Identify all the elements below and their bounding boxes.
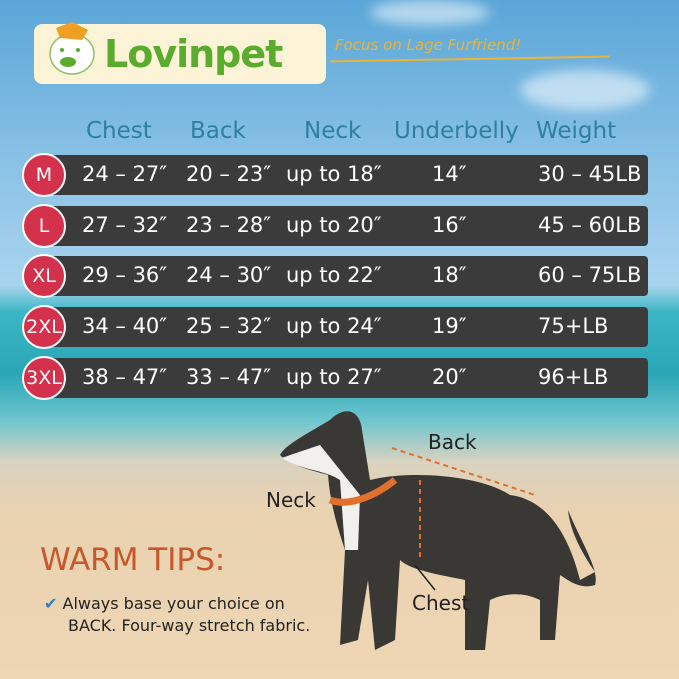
size-row-3xl: 3XL 38 – 47″ 33 – 47″ up to 27″ 20″ 96+LB: [22, 356, 648, 400]
cell-chest: 29 – 36″: [82, 263, 168, 287]
checkmark-icon: ✔: [44, 594, 58, 613]
cell-weight: 30 – 45LB: [538, 162, 642, 186]
size-badge: 2XL: [22, 305, 66, 349]
size-badge: L: [22, 204, 66, 248]
cell-neck: up to 27″: [286, 365, 382, 389]
dog-illustration: [280, 411, 596, 650]
cell-weight: 45 – 60LB: [538, 213, 642, 237]
cell-neck: up to 24″: [286, 314, 382, 338]
header-weight: Weight: [536, 118, 617, 144]
cell-chest: 34 – 40″: [82, 314, 168, 338]
size-badge: M: [22, 153, 66, 197]
cell-weight: 75+LB: [538, 314, 609, 338]
cell-back: 20 – 23″: [186, 162, 272, 186]
cell-underbelly: 14″: [432, 162, 467, 186]
cell-neck: up to 22″: [286, 263, 382, 287]
warm-tips-title: WARM TIPS:: [40, 542, 226, 578]
size-row-2xl: 2XL 34 – 40″ 25 – 32″ up to 24″ 19″ 75+LB: [22, 305, 648, 349]
cell-neck: up to 18″: [286, 162, 382, 186]
cell-chest: 27 – 32″: [82, 213, 168, 237]
cell-back: 25 – 32″: [186, 314, 272, 338]
cell-neck: up to 20″: [286, 213, 382, 237]
cell-back: 23 – 28″: [186, 213, 272, 237]
tip-line-2: BACK. Four-way stretch fabric.: [68, 616, 311, 635]
cell-underbelly: 19″: [432, 314, 467, 338]
header-back: Back: [190, 118, 246, 144]
tagline: Focus on Lage Furfriend!: [335, 36, 522, 54]
cloud: [520, 70, 650, 110]
size-row-m: M 24 – 27″ 20 – 23″ up to 18″ 14″ 30 – 45LB: [22, 153, 648, 197]
label-neck: Neck: [266, 488, 316, 512]
warm-tips-text: ✔ Always base your choice on BACK. Four-…: [44, 593, 310, 637]
cell-chest: 24 – 27″: [82, 162, 168, 186]
brand-logo: Lovinpet: [34, 22, 326, 84]
cell-underbelly: 20″: [432, 365, 467, 389]
label-chest: Chest: [412, 591, 470, 615]
size-row-xl: XL 29 – 36″ 24 – 30″ up to 22″ 18″ 60 – 75LB: [22, 254, 648, 298]
header-neck: Neck: [304, 118, 362, 144]
header-chest: Chest: [86, 118, 152, 144]
cell-underbelly: 18″: [432, 263, 467, 287]
cell-chest: 38 – 47″: [82, 365, 168, 389]
cell-back: 24 – 30″: [186, 263, 272, 287]
tip-line-1: Always base your choice on: [62, 594, 285, 613]
size-badge: 3XL: [22, 356, 66, 400]
label-back: Back: [428, 430, 477, 454]
brand-name: Lovinpet: [104, 32, 283, 76]
cell-weight: 96+LB: [538, 365, 609, 389]
size-row-l: L 27 – 32″ 23 – 28″ up to 20″ 16″ 45 – 60LB: [22, 204, 648, 248]
cloud: [370, 0, 490, 25]
header-underbelly: Underbelly: [394, 118, 519, 144]
cell-weight: 60 – 75LB: [538, 263, 642, 287]
size-badge: XL: [22, 254, 66, 298]
cell-back: 33 – 47″: [186, 365, 272, 389]
cell-underbelly: 16″: [432, 213, 467, 237]
cat-mascot-icon: [49, 22, 95, 75]
